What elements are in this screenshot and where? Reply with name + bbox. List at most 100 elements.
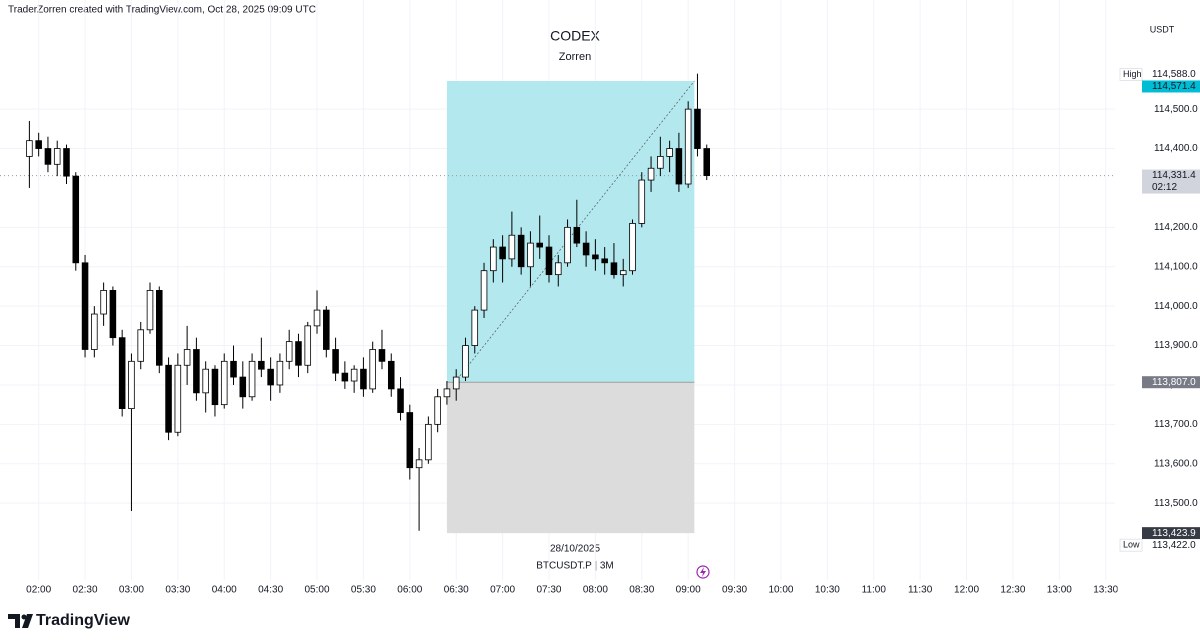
candle-body <box>323 309 330 350</box>
candle-body <box>350 368 358 382</box>
brand: TradingView <box>36 612 131 629</box>
candle-body <box>425 423 432 461</box>
x-tick-label: 10:00 <box>768 585 793 596</box>
candle-body <box>536 242 543 248</box>
x-tick-label: 06:00 <box>397 585 422 596</box>
candle-body <box>582 242 590 256</box>
candle-body <box>109 289 117 339</box>
candle-body <box>165 364 172 433</box>
candle-body <box>248 360 256 398</box>
candle-body <box>684 108 692 185</box>
date-label: 28/10/2025 <box>550 544 600 555</box>
candle-body <box>490 246 497 272</box>
price-marker <box>1142 169 1200 194</box>
candle-body <box>434 396 441 425</box>
x-tick-label: 13:30 <box>1093 585 1118 596</box>
x-tick-label: 08:00 <box>583 585 608 596</box>
y-tick-label: 113,900.0 <box>1154 340 1198 351</box>
y-tick-label: 113,700.0 <box>1154 419 1198 430</box>
candle-body <box>128 360 135 410</box>
countdown: 02:12 <box>1152 182 1177 193</box>
currency: USDT <box>1150 24 1175 34</box>
candle-body <box>174 364 182 433</box>
candle-body <box>146 289 154 331</box>
candle-body <box>452 376 460 390</box>
candle-body <box>471 309 479 346</box>
candle-body <box>156 289 163 366</box>
candle-body <box>53 148 61 165</box>
brand-logo: TradingView <box>8 612 131 629</box>
candle-body <box>332 349 339 374</box>
candle-body <box>397 388 404 413</box>
candle-body <box>564 226 571 264</box>
chart-title: CODEX <box>550 28 600 44</box>
candle-body <box>44 148 52 165</box>
candle-body <box>610 262 618 276</box>
candle-body <box>499 246 506 260</box>
candle-body <box>183 349 191 366</box>
price-marker <box>1142 376 1200 389</box>
candle-body <box>415 459 423 469</box>
candle-body <box>517 234 525 268</box>
candle-body <box>91 313 98 350</box>
x-tick-label: 09:00 <box>676 585 701 596</box>
stop-zone <box>446 382 695 534</box>
x-tick-label: 08:30 <box>629 585 654 596</box>
candle-body <box>675 148 683 185</box>
x-tick-label: 13:00 <box>1047 585 1072 596</box>
candle-body <box>118 337 126 410</box>
x-tick-label: 12:00 <box>954 585 979 596</box>
candle-body <box>239 376 247 398</box>
y-tick-label: 114,400.0 <box>1154 143 1198 154</box>
candle-body <box>508 234 516 260</box>
candle-body <box>694 108 701 149</box>
x-tick-label: 04:00 <box>212 585 237 596</box>
candle-body <box>81 262 89 350</box>
y-tick-label: 114,200.0 <box>1154 222 1198 233</box>
candle-body <box>267 368 274 386</box>
x-tick-label: 11:30 <box>908 585 933 596</box>
x-tick-label: 03:30 <box>165 585 190 596</box>
candle-body <box>406 412 414 469</box>
candle-body <box>202 368 209 394</box>
y-tick-label: 114,000.0 <box>1154 301 1198 312</box>
plot <box>0 0 1115 580</box>
x-tick-label: 02:30 <box>73 585 98 596</box>
price-marker-name: High <box>1123 69 1142 79</box>
candle-body <box>137 329 145 362</box>
price-marker <box>1142 539 1200 552</box>
candle-body <box>592 254 599 260</box>
candle-body <box>369 349 376 390</box>
x-tick-label: 09:30 <box>722 585 747 596</box>
x-tick-label: 10:30 <box>815 585 840 596</box>
price-marker-tag <box>1119 538 1143 552</box>
candle-body <box>647 167 655 181</box>
candle-body <box>211 368 219 406</box>
candle-body <box>480 270 488 311</box>
x-tick-label: 12:30 <box>1000 585 1025 596</box>
event-icon[interactable] <box>696 565 710 579</box>
candle-body <box>545 246 553 276</box>
candle-body <box>35 140 42 149</box>
candle-body <box>554 262 562 276</box>
candle-body <box>304 325 312 366</box>
candle-body <box>666 148 673 157</box>
candle-body <box>63 148 70 177</box>
header: TraderZorren created with TradingView.co… <box>8 5 316 16</box>
candle-body <box>601 258 608 264</box>
price-marker <box>1142 527 1200 540</box>
price-marker-label: 113,422.0 <box>1152 540 1196 551</box>
candle-body <box>443 388 451 398</box>
price-marker-label: 114,588.0 <box>1152 69 1196 80</box>
candle-body <box>258 360 265 370</box>
candle-body <box>285 341 293 362</box>
candle-body <box>703 148 711 176</box>
candle-body <box>72 175 80 264</box>
x-tick-label: 03:00 <box>119 585 144 596</box>
price-marker-label: 113,807.0 <box>1152 377 1196 388</box>
price-marker-label: 114,571.4 <box>1152 81 1196 92</box>
x-tick-label: 05:00 <box>305 585 330 596</box>
x-tick-label: 05:30 <box>351 585 376 596</box>
candle-body <box>629 223 636 272</box>
